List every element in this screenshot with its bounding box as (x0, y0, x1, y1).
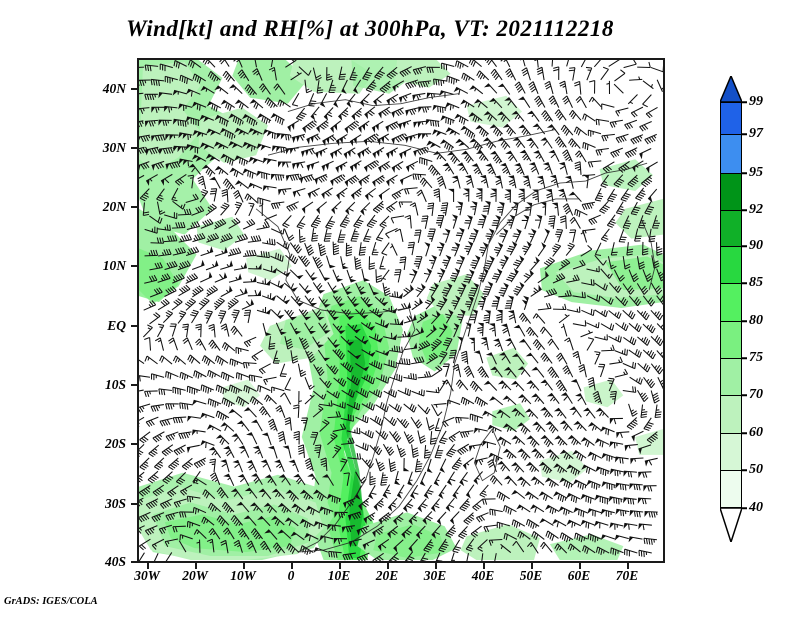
x-tick-label: 20E (375, 568, 399, 583)
y-tick-mark (131, 88, 137, 90)
x-tick-mark (291, 563, 293, 569)
wind-barb-layer (139, 60, 663, 561)
y-tick-mark (131, 561, 137, 563)
page-title: Wind[kt] and RH[%] at 300hPa, VT: 202111… (126, 16, 614, 41)
x-tick-mark (531, 563, 533, 569)
colorbar-tick-label: 40 (749, 500, 763, 515)
colorbar-tick-mark (742, 245, 747, 247)
y-tick-label: 20S (104, 436, 126, 451)
coastline-layer (255, 93, 656, 553)
y-tick-mark (131, 147, 137, 149)
x-tick-mark (627, 563, 629, 569)
x-tick-label: 0 (287, 568, 295, 583)
colorbar-band (720, 395, 742, 433)
x-tick-mark (579, 563, 581, 569)
colorbar-band (720, 246, 742, 283)
colorbar-tick-mark (742, 469, 747, 471)
colorbar-tick-mark (742, 209, 747, 211)
colorbar-band (720, 102, 742, 134)
y-tick-mark (131, 265, 137, 267)
y-tick-label: 30S (104, 496, 126, 511)
colorbar-bottom-arrow (720, 508, 742, 542)
y-tick-label: 10S (104, 377, 126, 392)
colorbar-band (720, 321, 742, 358)
x-tick-label: 10E (327, 568, 351, 583)
colorbar-band (720, 173, 742, 210)
colorbar-tick-mark (742, 432, 747, 434)
x-tick-mark (339, 563, 341, 569)
colorbar-top-arrow (720, 76, 742, 102)
y-tick-label: 40S (104, 554, 126, 569)
y-tick-mark (131, 503, 137, 505)
colorbar-tick-mark (742, 320, 747, 322)
x-tick-mark (435, 563, 437, 569)
x-tick-label: 30W (134, 568, 160, 583)
colorbar-tick-label: 97 (749, 126, 763, 141)
y-tick-label: 10N (102, 258, 126, 273)
colorbar-tick-label: 95 (749, 165, 763, 180)
colorbar-tick-label: 80 (749, 313, 763, 328)
colorbar[interactable]: 99 97 95 92 90 85 80 75 70 60 50 40 (718, 76, 788, 546)
x-tick-mark (387, 563, 389, 569)
x-tick-label: 50E (519, 568, 543, 583)
colorbar-tick-label: 90 (749, 238, 763, 253)
y-tick-mark (131, 443, 137, 445)
colorbar-tick-label: 50 (749, 462, 763, 477)
colorbar-band (720, 433, 742, 470)
y-tick-mark (131, 325, 137, 327)
colorbar-tick-label: 60 (749, 425, 763, 440)
colorbar-band (720, 283, 742, 321)
colorbar-tick-label: 92 (749, 202, 763, 217)
x-tick-label: 70E (615, 568, 639, 583)
colorbar-tick-mark (742, 507, 747, 509)
y-tick-label: 40N (102, 81, 126, 96)
colorbar-tick-label: 75 (749, 350, 763, 365)
credit-text: GrADS: IGES/COLA (4, 596, 98, 607)
colorbar-tick-label: 99 (749, 94, 763, 109)
y-tick-label: 30N (102, 140, 126, 155)
colorbar-band (720, 358, 742, 395)
x-tick-label: 60E (567, 568, 591, 583)
x-tick-mark (195, 563, 197, 569)
colorbar-tick-mark (742, 172, 747, 174)
y-tick-mark (131, 384, 137, 386)
colorbar-band (720, 210, 742, 246)
colorbar-tick-mark (742, 394, 747, 396)
y-tick-label: 20N (102, 199, 126, 214)
x-tick-label: 20W (182, 568, 208, 583)
map-plot-area[interactable] (137, 58, 665, 563)
colorbar-bands (720, 102, 742, 508)
x-tick-mark (483, 563, 485, 569)
colorbar-tick-mark (742, 101, 747, 103)
colorbar-tick-mark (742, 133, 747, 135)
y-tick-mark (131, 206, 137, 208)
x-tick-label: 30E (423, 568, 447, 583)
y-tick-label: EQ (107, 318, 126, 333)
colorbar-tick-mark (742, 357, 747, 359)
colorbar-tick-mark (742, 282, 747, 284)
colorbar-tick-label: 70 (749, 387, 763, 402)
colorbar-tick-label: 85 (749, 275, 763, 290)
x-tick-label: 10W (230, 568, 256, 583)
x-tick-mark (243, 563, 245, 569)
x-tick-mark (147, 563, 149, 569)
colorbar-band (720, 134, 742, 173)
colorbar-band (720, 470, 742, 508)
x-tick-label: 40E (471, 568, 495, 583)
